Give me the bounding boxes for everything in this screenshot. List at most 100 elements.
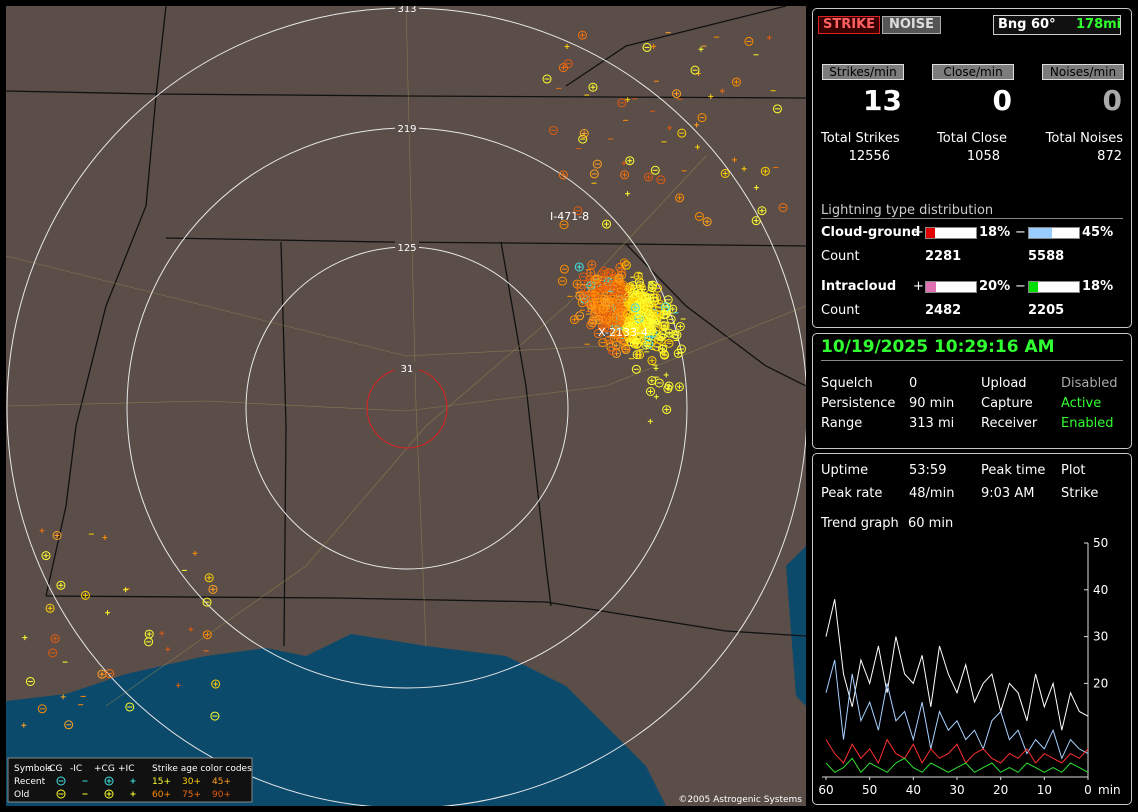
dist-percent: 45% — [1082, 225, 1114, 240]
ring-label: 125 — [397, 243, 416, 254]
strike-symbol — [744, 36, 754, 46]
strike-symbol — [720, 168, 730, 178]
total-value: 872 — [1097, 149, 1122, 164]
y-tick-label: 40 — [1093, 583, 1108, 597]
total-value: 1058 — [966, 149, 1000, 164]
strike-symbol — [56, 789, 66, 799]
strike-symbol — [52, 531, 62, 541]
legend-box — [7, 757, 253, 803]
strike-symbol — [662, 405, 672, 415]
strike-circle — [641, 294, 651, 304]
strike-symbol — [50, 634, 60, 644]
strike-symbol — [611, 326, 621, 336]
date-time: 10/19/2025 10:29:16 AM — [821, 337, 1055, 357]
y-tick-label: 20 — [1093, 676, 1108, 690]
status-cell: Upload — [981, 376, 1027, 391]
bearing: Bng 60° — [998, 17, 1056, 32]
strike-symbol — [202, 597, 212, 607]
strike-circle — [602, 219, 612, 229]
trend-line — [825, 757, 1089, 774]
stats-cell: Plot — [1061, 463, 1086, 478]
strike-circle — [37, 704, 47, 714]
strike-symbol — [625, 282, 635, 292]
strike-symbol — [635, 350, 645, 360]
noise-button[interactable]: NOISE — [882, 16, 942, 34]
strike-symbol — [579, 129, 589, 139]
strike-symbol — [590, 275, 600, 285]
dist-label: Cloud-ground — [821, 225, 921, 240]
legend-title: Symbols — [14, 764, 53, 774]
strike-symbol — [584, 298, 594, 308]
dist-percent: 18% — [1082, 279, 1114, 294]
strike-symbol — [25, 676, 35, 686]
strike-circle — [656, 332, 666, 342]
strike-circle — [559, 264, 569, 274]
strike-symbol — [663, 372, 669, 378]
status-cell: 0 — [909, 376, 918, 391]
strike-symbol — [80, 590, 90, 600]
strike-symbol — [598, 303, 608, 313]
strike-circle — [675, 193, 685, 203]
strike-symbol — [644, 309, 654, 319]
strike-symbol — [607, 269, 617, 279]
dist-bar-fill — [926, 228, 935, 238]
roads — [6, 6, 806, 707]
strike-circle — [56, 776, 66, 786]
strike-symbol — [165, 646, 171, 652]
trend-graph: 20 30 40 50 60 50 40 30 20 10 0 min — [818, 536, 1120, 797]
strike-circle — [56, 580, 66, 590]
strike-circle — [204, 573, 214, 583]
x-tick-label: 40 — [906, 783, 921, 797]
legend-age: 15+ — [152, 777, 171, 787]
strike-circle — [615, 285, 625, 295]
minus-sign: − — [1015, 279, 1026, 294]
strike-circle — [592, 159, 602, 169]
strike-circle — [621, 260, 631, 270]
strike-circle — [600, 323, 610, 333]
strike-circle — [643, 172, 653, 182]
strike-circle — [663, 384, 673, 394]
strike-symbol — [635, 289, 645, 299]
ring-label: 31 — [401, 364, 414, 375]
strike-symbol — [211, 679, 221, 689]
strike-symbol — [208, 584, 218, 594]
distance: 178mi — [1076, 17, 1122, 32]
divider — [821, 218, 1123, 219]
strike-symbol — [753, 185, 759, 191]
strike-circle — [620, 170, 630, 180]
strike-symbol — [578, 134, 588, 144]
strike-circle — [642, 42, 652, 52]
stats-cell: Uptime — [821, 463, 869, 478]
status-cell: Active — [1061, 396, 1102, 411]
strike-circle — [677, 128, 687, 138]
strike-circle — [694, 211, 704, 221]
strike-circle — [64, 720, 74, 730]
strike-circle — [658, 344, 668, 354]
strike-circle — [674, 382, 684, 392]
strike-circle — [557, 276, 567, 286]
strike-symbol — [694, 122, 700, 128]
strike-symbol — [616, 267, 626, 277]
trend-value: 60 min — [908, 516, 954, 531]
strike-symbol — [56, 580, 66, 590]
strike-circle — [589, 285, 599, 295]
strike-circle — [105, 669, 115, 679]
strike-symbol — [159, 630, 165, 636]
strike-symbol — [21, 722, 27, 728]
strike-symbol — [611, 312, 621, 322]
strike-circle — [559, 220, 569, 230]
strike-symbol — [41, 551, 51, 561]
legend-age: 60+ — [152, 790, 171, 800]
strike-button[interactable]: STRIKE — [818, 16, 881, 34]
legend-age-title: Strike age color codes — [152, 764, 252, 774]
strike-symbol — [578, 272, 588, 282]
strike-circle — [634, 327, 644, 337]
strike-symbol — [130, 778, 136, 784]
strike-symbol — [690, 65, 700, 75]
strike-symbol — [595, 283, 605, 293]
strike-circle — [577, 30, 587, 40]
strike-symbol — [192, 550, 198, 556]
legend-column: -CG — [46, 764, 63, 774]
strike-symbol — [22, 635, 28, 641]
strike-circle — [52, 531, 62, 541]
